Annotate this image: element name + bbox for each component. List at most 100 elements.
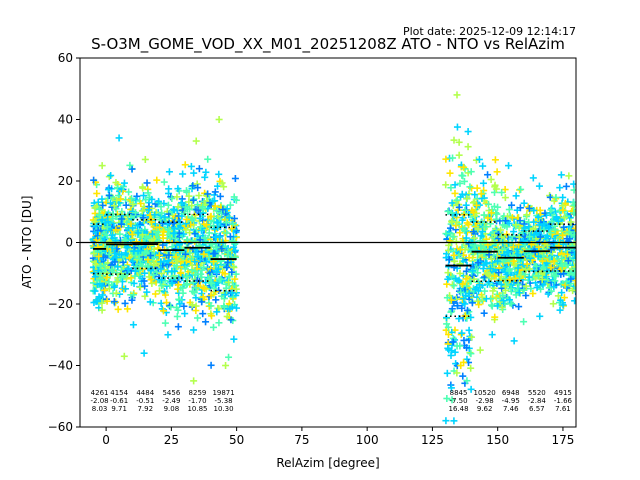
bin-count-label: 5456 <box>162 389 180 397</box>
scatter-point <box>133 192 141 200</box>
scatter-point <box>118 215 126 223</box>
bin-mean-label: -2.98 <box>476 397 494 405</box>
x-tick-label: 25 <box>164 433 179 447</box>
scatter-point <box>158 282 166 290</box>
bin-count-label: 8259 <box>189 389 207 397</box>
scatter-point <box>117 274 125 282</box>
scatter-point <box>154 244 162 252</box>
x-tick-label: 175 <box>551 433 574 447</box>
scatter-point <box>94 198 102 206</box>
scatter-point <box>128 194 136 202</box>
scatter-point <box>188 202 196 210</box>
scatter-point <box>167 303 175 311</box>
scatter-point <box>173 312 181 320</box>
scatter-point <box>107 199 115 207</box>
scatter-point <box>179 170 187 178</box>
scatter-point <box>132 209 140 217</box>
bin-std-label: 9.62 <box>477 405 493 413</box>
scatter-point <box>97 233 105 241</box>
scatter-point <box>120 179 128 187</box>
scatter-point <box>176 300 184 308</box>
scatter-point <box>129 321 137 329</box>
scatter-point <box>169 219 177 227</box>
scatter-point <box>158 209 166 217</box>
bin-std-label: 16.48 <box>449 405 469 413</box>
scatter-outlier <box>140 349 148 357</box>
scatter-point <box>127 274 135 282</box>
bin-mean-label: -1.70 <box>188 397 206 405</box>
bin-std-label: 7.46 <box>503 405 519 413</box>
y-tick-label: −60 <box>48 420 73 434</box>
scatter-point <box>92 261 100 269</box>
y-tick-label: −40 <box>48 359 73 373</box>
bin-label-group: 10520-2.989.62 <box>473 389 495 413</box>
scatter-point <box>146 298 154 306</box>
scatter-point <box>98 195 106 203</box>
scatter-point <box>105 173 113 181</box>
scatter-point <box>111 258 119 266</box>
scatter-point <box>125 188 133 196</box>
scatter-point <box>113 196 121 204</box>
scatter-point <box>110 283 118 291</box>
scatter-point <box>169 229 177 237</box>
scatter-point <box>107 261 115 269</box>
scatter-point <box>135 266 143 274</box>
scatter-point <box>128 230 136 238</box>
scatter-point <box>136 246 144 254</box>
scatter-point <box>144 189 152 197</box>
scatter-point <box>129 291 137 299</box>
scatter-point <box>103 273 111 281</box>
scatter-point <box>128 165 136 173</box>
scatter-point <box>129 224 137 232</box>
scatter-point <box>130 247 138 255</box>
scatter-point <box>174 281 182 289</box>
scatter-point <box>112 289 120 297</box>
scatter-point <box>178 199 186 207</box>
scatter-point <box>114 263 122 271</box>
scatter-point <box>93 189 101 197</box>
scatter-point <box>110 202 118 210</box>
scatter-point <box>97 262 105 270</box>
bin-count-label: 19871 <box>212 389 234 397</box>
scatter-point <box>141 292 149 300</box>
scatter-point <box>95 205 103 213</box>
plot-date: Plot date: 2025-12-09 12:14:17 <box>403 25 576 38</box>
scatter-point <box>149 271 157 279</box>
scatter-point <box>151 290 159 298</box>
scatter-point <box>143 179 151 187</box>
chart-title: S-O3M_GOME_VOD_XX_M01_20251208Z ATO - NT… <box>91 35 565 54</box>
scatter-point <box>108 267 116 275</box>
scatter-point <box>136 283 144 291</box>
scatter-point <box>160 266 168 274</box>
scatter-point <box>125 265 133 273</box>
scatter-point <box>113 278 121 286</box>
scatter-point <box>130 279 138 287</box>
x-axis-label: RelAzim [degree] <box>276 456 379 470</box>
scatter-point <box>139 184 147 192</box>
scatter-point <box>159 231 167 239</box>
scatter-point <box>109 194 117 202</box>
scatter-outlier <box>164 331 172 339</box>
scatter-point <box>173 193 181 201</box>
x-tick-label: 150 <box>486 433 509 447</box>
scatter-point <box>122 201 130 209</box>
bin-mean-label: -2.84 <box>528 397 547 405</box>
scatter-point <box>96 275 104 283</box>
bin-std-label: 9.71 <box>111 405 127 413</box>
scatter-point <box>199 310 207 318</box>
scatter-point <box>110 298 118 306</box>
x-tick-label: 125 <box>421 433 444 447</box>
scatter-point <box>116 290 124 298</box>
scatter-point <box>104 186 112 194</box>
bin-label-group: 4915-1.667.61 <box>554 389 573 413</box>
scatter-point <box>141 269 149 277</box>
bin-count-label: 5520 <box>528 389 546 397</box>
scatter-point <box>157 265 165 273</box>
scatter-point <box>123 305 131 313</box>
scatter-point <box>124 211 132 219</box>
scatter-point <box>170 206 178 214</box>
bin-label-group: 4484-0.517.92 <box>136 389 155 413</box>
scatter-point <box>117 251 125 259</box>
